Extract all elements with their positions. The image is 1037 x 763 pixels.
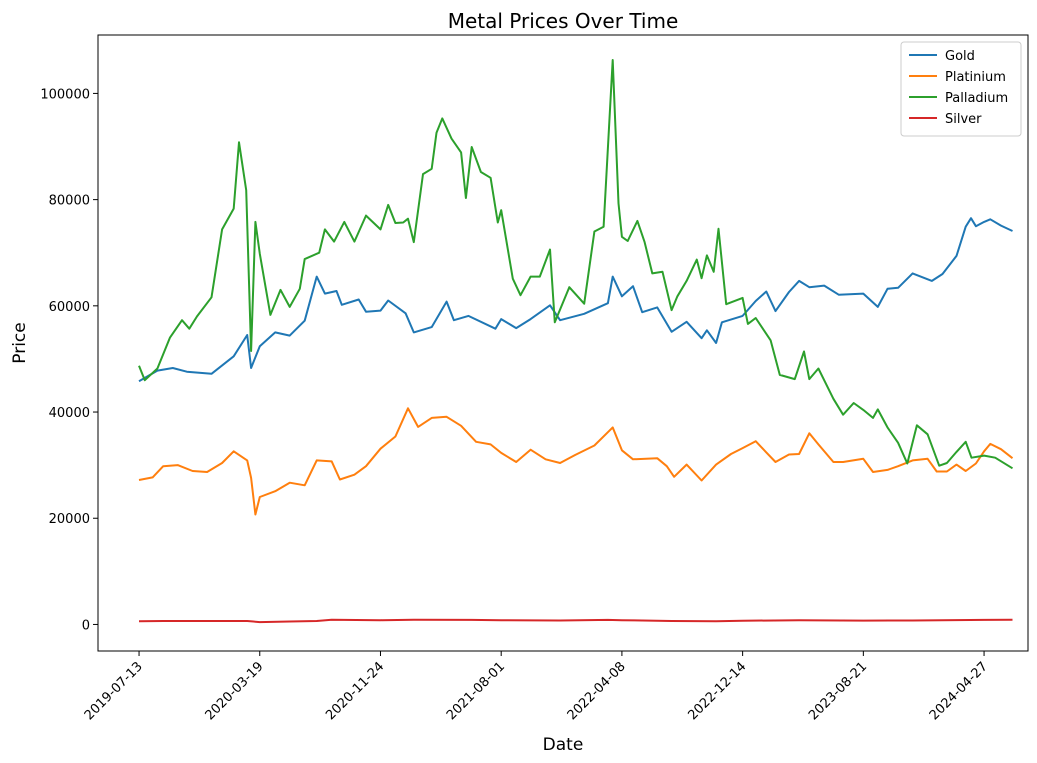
- series-line-silver: [138, 618, 1013, 624]
- chart-title: Metal Prices Over Time: [448, 9, 679, 33]
- y-tick-label: 100000: [40, 87, 90, 102]
- legend-label-gold: Gold: [945, 49, 975, 64]
- legend-label-silver: Silver: [945, 112, 982, 127]
- series-layer: [138, 59, 1014, 624]
- x-axis-title: Date: [543, 735, 584, 755]
- y-tick-label: 80000: [49, 194, 90, 209]
- y-axis-ticks: 0 20000 40000 60000 80000 100000: [40, 87, 98, 633]
- series-line-platinium: [138, 407, 1014, 516]
- legend-label-platinium: Platinium: [945, 70, 1006, 85]
- y-tick-label: 20000: [49, 512, 90, 527]
- plot-frame: [97, 34, 1029, 652]
- legend-box: [900, 41, 1022, 137]
- legend: Gold Platinium Palladium Silver: [900, 41, 1022, 137]
- series-line-gold: [138, 217, 1013, 383]
- y-axis-title: Price: [10, 322, 30, 363]
- y-tick-label: 40000: [49, 406, 90, 421]
- legend-label-palladium: Palladium: [945, 91, 1008, 106]
- series-line-palladium: [138, 59, 1014, 470]
- y-tick-label: 0: [82, 618, 90, 633]
- y-tick-label: 60000: [49, 300, 90, 315]
